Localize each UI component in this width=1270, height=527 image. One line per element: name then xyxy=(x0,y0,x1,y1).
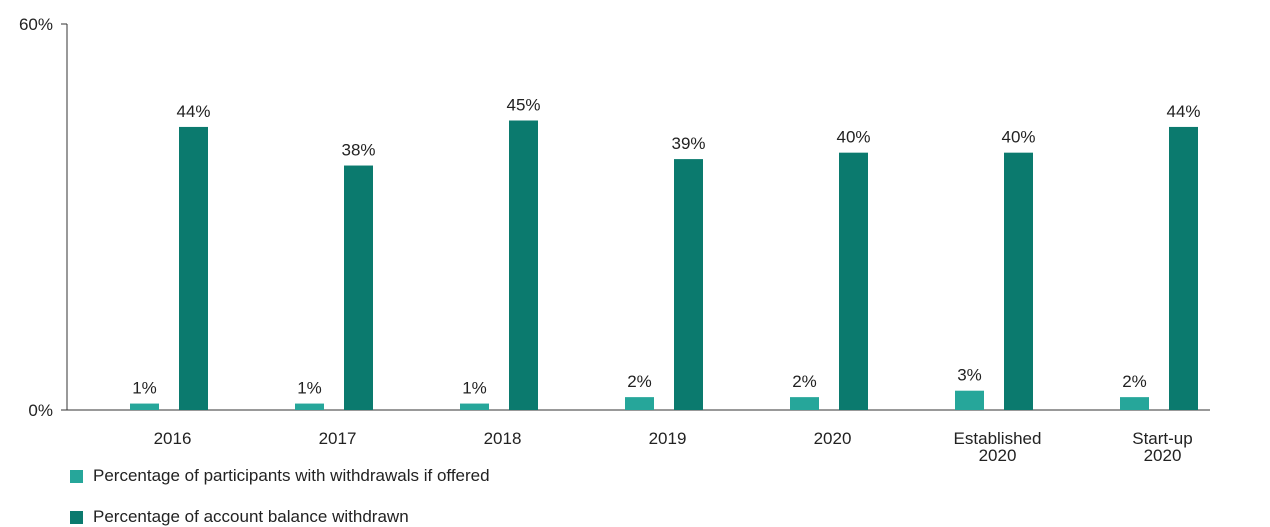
bar-balance xyxy=(179,126,208,410)
bar-balance xyxy=(674,159,703,410)
bar-participants xyxy=(790,397,819,410)
legend-label-participants: Percentage of participants with withdraw… xyxy=(93,466,490,485)
legend-swatch-balance xyxy=(70,510,83,524)
data-label-balance: 45% xyxy=(506,96,540,115)
data-label-balance: 38% xyxy=(341,141,375,160)
legend-item-balance: Percentage of account balance withdrawn xyxy=(70,507,409,527)
x-tick-label: 2020 xyxy=(979,446,1017,465)
data-label-participants: 1% xyxy=(132,379,157,398)
x-tick-label: 2016 xyxy=(154,429,192,448)
data-label-participants: 2% xyxy=(792,372,817,391)
bar-participants xyxy=(460,403,489,410)
bar-balance xyxy=(344,165,373,410)
bar-balance xyxy=(1169,126,1198,410)
legend-item-participants: Percentage of participants with withdraw… xyxy=(70,466,490,486)
data-label-participants: 3% xyxy=(957,366,982,385)
data-label-participants: 1% xyxy=(297,379,322,398)
bar-participants xyxy=(295,403,324,410)
data-label-balance: 44% xyxy=(176,102,210,121)
data-label-balance: 44% xyxy=(1166,102,1200,121)
bar-participants xyxy=(1120,397,1149,410)
data-label-participants: 2% xyxy=(627,372,652,391)
bar-balance xyxy=(1004,152,1033,410)
y-tick-label: 60% xyxy=(19,15,53,34)
x-tick-label: 2018 xyxy=(484,429,522,448)
bar-participants xyxy=(625,397,654,410)
data-label-balance: 40% xyxy=(836,128,870,147)
x-tick-label: 2019 xyxy=(649,429,687,448)
data-label-balance: 39% xyxy=(671,134,705,153)
data-label-participants: 1% xyxy=(462,379,487,398)
legend-swatch-participants xyxy=(70,469,83,483)
bar-balance xyxy=(509,120,538,410)
data-label-participants: 2% xyxy=(1122,372,1147,391)
x-tick-label: Start-up xyxy=(1132,429,1192,448)
y-tick-label: 0% xyxy=(28,401,53,420)
x-tick-label: 2020 xyxy=(1144,446,1182,465)
data-label-balance: 40% xyxy=(1001,128,1035,147)
bar-participants xyxy=(955,390,984,410)
x-tick-label: Established xyxy=(954,429,1042,448)
legend-label-balance: Percentage of account balance withdrawn xyxy=(93,507,409,526)
x-tick-label: 2017 xyxy=(319,429,357,448)
bar-balance xyxy=(839,152,868,410)
bar-participants xyxy=(130,403,159,410)
x-tick-label: 2020 xyxy=(814,429,852,448)
